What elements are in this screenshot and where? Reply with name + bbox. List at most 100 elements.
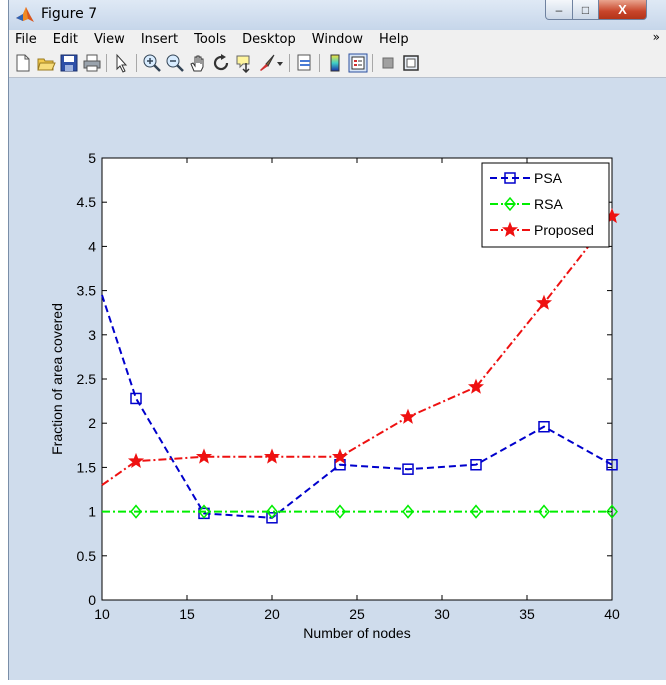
legend[interactable]: PSA RSA Proposed: [481, 162, 610, 248]
matlab-logo-icon: [16, 7, 34, 22]
legend-marker[interactable]: [504, 196, 516, 212]
link-plot-icon[interactable]: [295, 53, 315, 73]
data-point-proposed[interactable]: [535, 294, 553, 310]
x-tick-label: 15: [179, 606, 195, 622]
menu-file[interactable]: File: [15, 31, 37, 47]
insert-colorbar-icon[interactable]: [325, 53, 345, 73]
menu-tools[interactable]: Tools: [194, 31, 227, 47]
data-point-rsa[interactable]: [402, 504, 414, 519]
legend-label: Proposed: [534, 222, 594, 238]
y-tick-label: 1.5: [77, 459, 97, 475]
legend-marker[interactable]: [501, 221, 519, 237]
x-axis-label: Number of nodes: [303, 625, 410, 641]
y-tick-label: 2.5: [77, 371, 97, 387]
maximize-icon: □: [581, 2, 590, 17]
y-tick-label: 3: [88, 327, 96, 343]
legend-marker[interactable]: [504, 172, 516, 184]
data-point-proposed[interactable]: [467, 378, 485, 394]
y-tick-label: 3.5: [77, 283, 97, 299]
data-point-proposed[interactable]: [331, 448, 349, 464]
menu-edit[interactable]: Edit: [52, 31, 78, 47]
series-line-psa[interactable]: [101, 294, 613, 519]
toolbar-separator: [289, 54, 290, 72]
menu-insert[interactable]: Insert: [140, 31, 179, 47]
toolbar-separator: [372, 54, 373, 72]
insert-legend-icon[interactable]: [348, 53, 368, 73]
window-title: Figure 7: [41, 6, 98, 22]
menu-view[interactable]: View: [93, 31, 125, 47]
data-point-psa[interactable]: [606, 458, 618, 471]
data-point-psa[interactable]: [266, 512, 278, 524]
minimize-button[interactable]: –: [545, 0, 573, 20]
figure-toolbar: [9, 48, 666, 78]
x-tick-label: 10: [94, 606, 110, 622]
zoom-out-icon[interactable]: [165, 53, 185, 73]
new-figure-icon[interactable]: [13, 53, 33, 73]
data-point-psa[interactable]: [470, 458, 482, 471]
y-tick-label: 1: [88, 504, 96, 520]
series-proposed: [101, 207, 621, 486]
y-tick-label: 5: [88, 150, 96, 166]
pan-icon[interactable]: [188, 53, 208, 73]
brush-dropdown-icon[interactable]: [275, 53, 285, 73]
data-point-psa[interactable]: [538, 420, 550, 433]
close-icon: X: [618, 2, 627, 17]
title-bar[interactable]: Figure 7 – □ X: [9, 0, 666, 30]
x-tick-label: 20: [264, 606, 280, 622]
y-tick-label: 0: [88, 592, 96, 608]
data-point-rsa[interactable]: [198, 504, 210, 519]
x-tick-label: 35: [519, 606, 535, 622]
legend-label: RSA: [534, 196, 563, 212]
data-point-psa[interactable]: [130, 392, 142, 405]
y-axis-label: Fraction of area covered: [49, 303, 65, 455]
menu-bar: File Edit View Insert Tools Desktop Wind…: [9, 30, 666, 48]
data-point-rsa[interactable]: [334, 504, 346, 519]
save-figure-icon[interactable]: [59, 53, 79, 73]
menu-desktop[interactable]: Desktop: [242, 31, 296, 47]
hide-plot-tools-icon[interactable]: [378, 53, 398, 73]
minimize-icon: –: [555, 2, 563, 17]
zoom-in-icon[interactable]: [142, 53, 162, 73]
y-tick-label: 2: [88, 415, 96, 431]
data-point-proposed[interactable]: [127, 452, 145, 469]
figure-window: Figure 7 – □ X File Edit View Insert Too…: [8, 0, 666, 680]
y-tick-label: 4: [88, 238, 96, 254]
y-tick-label: 0.5: [77, 548, 97, 564]
line-chart[interactable]: 10 15 20 25 30 35 40 0 0.5 1 1.5 2 2.5 3 3.5 4 4.5 5 Num…: [9, 78, 665, 680]
figure-canvas: 10 15 20 25 30 35 40 0 0.5 1 1.5 2 2.5 3 3.5 4 4.5 5 Num…: [9, 78, 666, 680]
toolbar-separator: [106, 54, 107, 72]
edit-plot-icon[interactable]: [112, 53, 132, 73]
data-cursor-icon[interactable]: [234, 53, 254, 73]
data-point-rsa[interactable]: [538, 504, 550, 519]
print-figure-icon[interactable]: [82, 53, 102, 73]
menu-window[interactable]: Window: [311, 31, 364, 47]
data-point-rsa[interactable]: [606, 504, 618, 519]
data-point-psa[interactable]: [402, 463, 414, 475]
maximize-button[interactable]: □: [572, 0, 599, 20]
legend-item-psa[interactable]: PSA: [490, 170, 563, 186]
toolbar-separator: [136, 54, 137, 72]
x-tick-label: 40: [604, 606, 620, 622]
data-point-proposed[interactable]: [399, 408, 417, 424]
open-file-icon[interactable]: [36, 53, 56, 73]
legend-label: PSA: [534, 170, 563, 186]
series-psa: [101, 294, 618, 524]
close-button[interactable]: X: [598, 0, 647, 20]
series-rsa: [102, 504, 618, 519]
menu-overflow-icon[interactable]: »: [652, 30, 660, 44]
show-plot-tools-icon[interactable]: [401, 53, 421, 73]
y-tick-label: 4.5: [77, 194, 97, 210]
legend-item-proposed[interactable]: Proposed: [490, 221, 594, 238]
brush-icon[interactable]: [257, 53, 277, 73]
x-tick-label: 25: [349, 606, 365, 622]
data-point-rsa[interactable]: [130, 504, 142, 519]
data-point-rsa[interactable]: [266, 504, 278, 519]
legend-item-rsa[interactable]: RSA: [490, 196, 563, 212]
rotate-3d-icon[interactable]: [211, 53, 231, 73]
toolbar-separator: [319, 54, 320, 72]
data-point-rsa[interactable]: [470, 504, 482, 519]
menu-help[interactable]: Help: [379, 31, 409, 47]
x-tick-label: 30: [434, 606, 450, 622]
data-point-proposed[interactable]: [195, 448, 213, 464]
data-point-proposed[interactable]: [263, 448, 281, 464]
